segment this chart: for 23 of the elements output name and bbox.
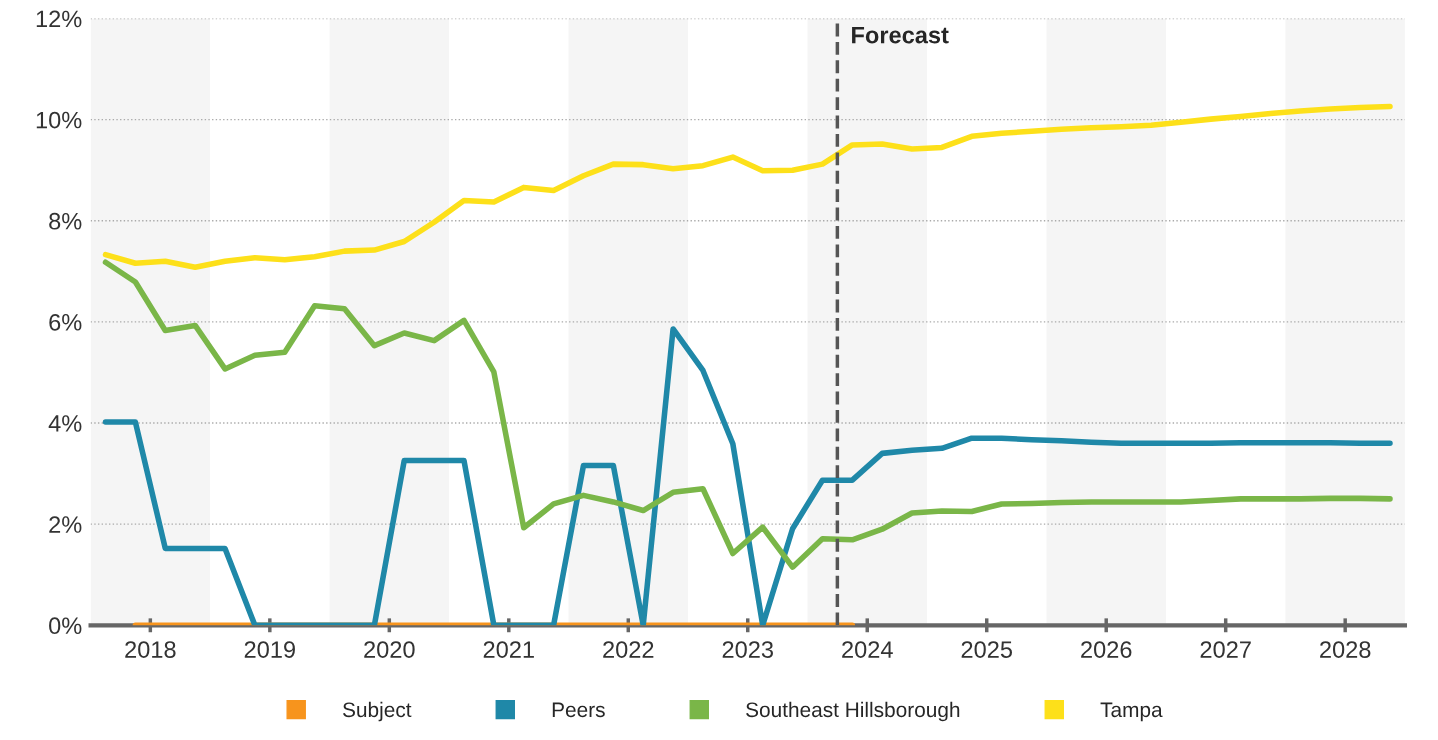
x-tick-label: 2026 [1081, 641, 1132, 658]
ref-line-label: Forecast [852, 26, 949, 44]
y-tick-label: 10% [36, 111, 82, 129]
y-tick-label: 2% [49, 516, 82, 533]
x-tick-label: 2018 [125, 641, 176, 658]
y-tick-label: 12% [36, 10, 82, 28]
x-tick-label: 2027 [1200, 641, 1251, 658]
x-tick-label: 2020 [364, 641, 415, 658]
legend-label: Tampa [1100, 702, 1163, 722]
x-tick-label: 2024 [842, 641, 893, 658]
x-tick-label: 2022 [603, 641, 654, 658]
x-tick-label: 2023 [722, 641, 773, 658]
y-tick-label: 0% [49, 617, 82, 635]
x-tick-label: 2019 [244, 641, 295, 658]
legend-label: Peers [552, 702, 605, 718]
x-tick-label: 2021 [483, 641, 534, 658]
x-tick-label: 2025 [961, 641, 1012, 658]
y-tick-label: 8% [49, 212, 82, 230]
legend-label: Subject [342, 701, 412, 722]
x-tick-label: 2028 [1320, 641, 1371, 658]
y-tick-label: 6% [49, 313, 82, 331]
legend-label: Southeast Hillsborough [746, 701, 960, 722]
y-tick-label: 4% [48, 415, 82, 432]
